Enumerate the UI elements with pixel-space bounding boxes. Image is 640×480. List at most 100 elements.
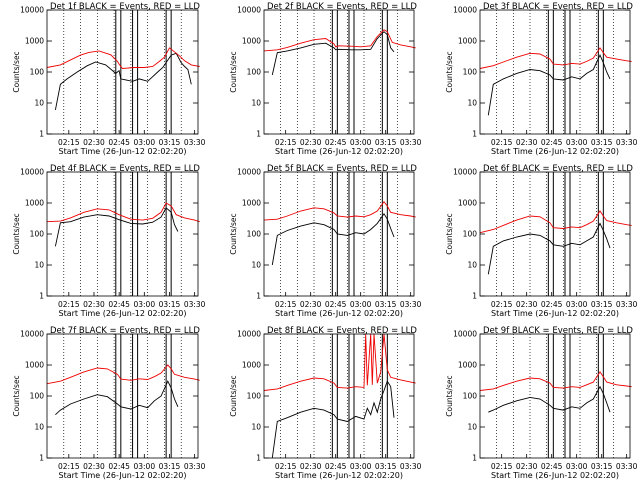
series-line-lld — [263, 29, 416, 52]
y-tick-label: 10000 — [453, 168, 477, 177]
x-tick-label: 03:00 — [133, 300, 155, 309]
y-axis-label: Counts/sec — [229, 375, 238, 416]
x-tick-label: 02:45 — [325, 138, 347, 147]
panel-title: Det 2f BLACK = Events, RED = LLD — [267, 2, 417, 12]
x-tick-label: 02:45 — [325, 300, 347, 309]
y-tick-label: 10000 — [20, 6, 44, 15]
x-tick-label: 03:15 — [591, 462, 613, 471]
x-tick-label: 03:15 — [375, 300, 397, 309]
series-line-events — [487, 222, 611, 275]
y-axis-label: Counts/sec — [12, 375, 21, 416]
y-tick-label: 100 — [463, 230, 478, 239]
x-axis-label: Start Time (26-Jun-12 02:02:20) — [275, 147, 403, 156]
y-tick-label: 10 — [467, 423, 477, 432]
y-tick-label: 1000 — [242, 361, 261, 370]
plot-frame — [46, 171, 199, 297]
plot-frame — [479, 333, 631, 459]
x-tick-label: 03:30 — [184, 138, 206, 147]
panel-title: Det 5f BLACK = Events, RED = LLD — [267, 164, 417, 174]
y-axis-label: Counts/sec — [229, 213, 238, 254]
y-tick-label: 10000 — [237, 168, 261, 177]
panel-9: 1 10 100 1000 10000 02:15 02:30 02:45 03:00 03:15… — [445, 326, 638, 480]
y-tick-label: 1000 — [242, 37, 261, 46]
series-line-events — [487, 54, 611, 116]
y-tick-label: 10000 — [20, 168, 44, 177]
series-line-lld — [263, 200, 416, 221]
x-tick-label: 02:45 — [541, 300, 563, 309]
x-tick-label: 03:30 — [400, 300, 422, 309]
y-tick-label: 1000 — [458, 37, 477, 46]
x-tick-label: 02:45 — [108, 138, 130, 147]
x-tick-label: 02:30 — [300, 300, 322, 309]
x-tick-label: 02:45 — [325, 462, 347, 471]
y-tick-label: 1 — [472, 292, 477, 301]
panel-title: Det 9f BLACK = Events, RED = LLD — [483, 326, 633, 336]
y-axis-label: Counts/sec — [445, 213, 454, 254]
x-tick-label: 02:15 — [275, 300, 297, 309]
panel-title: Det 1f BLACK = Events, RED = LLD — [50, 2, 200, 12]
panel-6: 1 10 100 1000 10000 02:15 02:30 02:45 03:00 03:15… — [445, 164, 638, 318]
x-tick-label: 02:30 — [516, 300, 538, 309]
y-tick-label: 10 — [34, 423, 44, 432]
series-line-events — [271, 31, 395, 76]
y-tick-label: 1 — [472, 130, 477, 139]
x-tick-label: 03:00 — [350, 138, 372, 147]
y-tick-label: 1 — [39, 292, 44, 301]
y-tick-label: 1000 — [25, 199, 44, 208]
x-tick-label: 02:30 — [300, 138, 322, 147]
x-tick-label: 02:30 — [83, 138, 105, 147]
y-tick-label: 10 — [251, 99, 261, 108]
series-line-events — [55, 380, 179, 416]
x-tick-label: 03:30 — [184, 462, 206, 471]
y-axis-label: Counts/sec — [12, 213, 21, 254]
panel-5: 1 10 100 1000 10000 02:15 02:30 02:45 03:00 03:15… — [229, 164, 422, 318]
x-tick-label: 03:30 — [616, 138, 638, 147]
y-tick-label: 1 — [256, 292, 261, 301]
x-tick-label: 02:15 — [491, 462, 513, 471]
panel-3: 1 10 100 1000 10000 02:15 02:30 02:45 03:00 03:15… — [445, 2, 638, 156]
panel-title: Det 6f BLACK = Events, RED = LLD — [483, 164, 633, 174]
x-tick-label: 02:15 — [275, 462, 297, 471]
panel-title: Det 3f BLACK = Events, RED = LLD — [483, 2, 633, 12]
x-tick-label: 03:00 — [133, 138, 155, 147]
x-tick-label: 03:30 — [400, 138, 422, 147]
series-line-lld — [479, 47, 632, 69]
y-tick-label: 100 — [463, 68, 478, 77]
series-line-lld — [46, 364, 200, 385]
y-tick-label: 10 — [34, 99, 44, 108]
y-tick-label: 1 — [256, 454, 261, 463]
y-axis-label: Counts/sec — [12, 51, 21, 92]
series-line-events — [271, 380, 395, 459]
x-axis-label: Start Time (26-Jun-12 02:02:20) — [275, 309, 403, 318]
x-tick-label: 03:30 — [400, 462, 422, 471]
y-tick-label: 10000 — [453, 330, 477, 339]
y-tick-label: 10000 — [237, 6, 261, 15]
x-tick-label: 03:00 — [350, 300, 372, 309]
plot-frame — [46, 9, 199, 135]
x-tick-label: 02:15 — [275, 138, 297, 147]
panel-title: Det 4f BLACK = Events, RED = LLD — [50, 164, 200, 174]
x-tick-label: 03:00 — [350, 462, 372, 471]
x-tick-label: 02:15 — [58, 138, 80, 147]
y-tick-label: 1 — [39, 130, 44, 139]
y-tick-label: 10000 — [237, 330, 261, 339]
y-tick-label: 1000 — [458, 199, 477, 208]
series-line-lld — [263, 333, 416, 391]
x-tick-label: 02:45 — [108, 462, 130, 471]
y-tick-label: 1000 — [25, 361, 44, 370]
y-axis-label: Counts/sec — [445, 375, 454, 416]
x-tick-label: 03:15 — [159, 300, 181, 309]
series-line-events — [54, 207, 179, 247]
x-tick-label: 02:30 — [516, 138, 538, 147]
x-tick-label: 03:15 — [375, 138, 397, 147]
panel-4: 1 10 100 1000 10000 02:15 02:30 02:45 03:00 03:15… — [12, 164, 206, 318]
panel-title: Det 8f BLACK = Events, RED = LLD — [267, 326, 417, 336]
x-tick-label: 02:45 — [541, 138, 563, 147]
panel-1: 1 10 100 1000 10000 02:15 02:30 02:45 03:00 03:15… — [12, 2, 206, 156]
panel-title: Det 7f BLACK = Events, RED = LLD — [50, 326, 200, 336]
y-tick-label: 1000 — [458, 361, 477, 370]
x-tick-label: 02:15 — [58, 462, 80, 471]
y-tick-label: 1000 — [25, 37, 44, 46]
series-line-events — [271, 212, 395, 266]
x-tick-label: 03:00 — [566, 462, 588, 471]
